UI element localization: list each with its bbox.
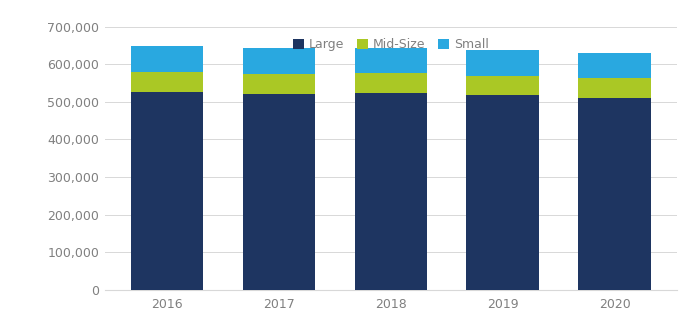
Bar: [466, 76, 539, 96]
Bar: [131, 92, 203, 290]
Bar: [243, 74, 315, 94]
Bar: [355, 73, 427, 93]
Bar: [579, 78, 651, 98]
Bar: [243, 94, 315, 290]
Bar: [131, 46, 203, 72]
Bar: [355, 93, 427, 290]
Legend: Large, Mid-Size, Small: Large, Mid-Size, Small: [288, 33, 494, 56]
Bar: [466, 50, 539, 76]
Bar: [243, 48, 315, 74]
Bar: [466, 96, 539, 290]
Bar: [355, 48, 427, 73]
Bar: [579, 53, 651, 78]
Bar: [579, 98, 651, 290]
Bar: [131, 72, 203, 92]
